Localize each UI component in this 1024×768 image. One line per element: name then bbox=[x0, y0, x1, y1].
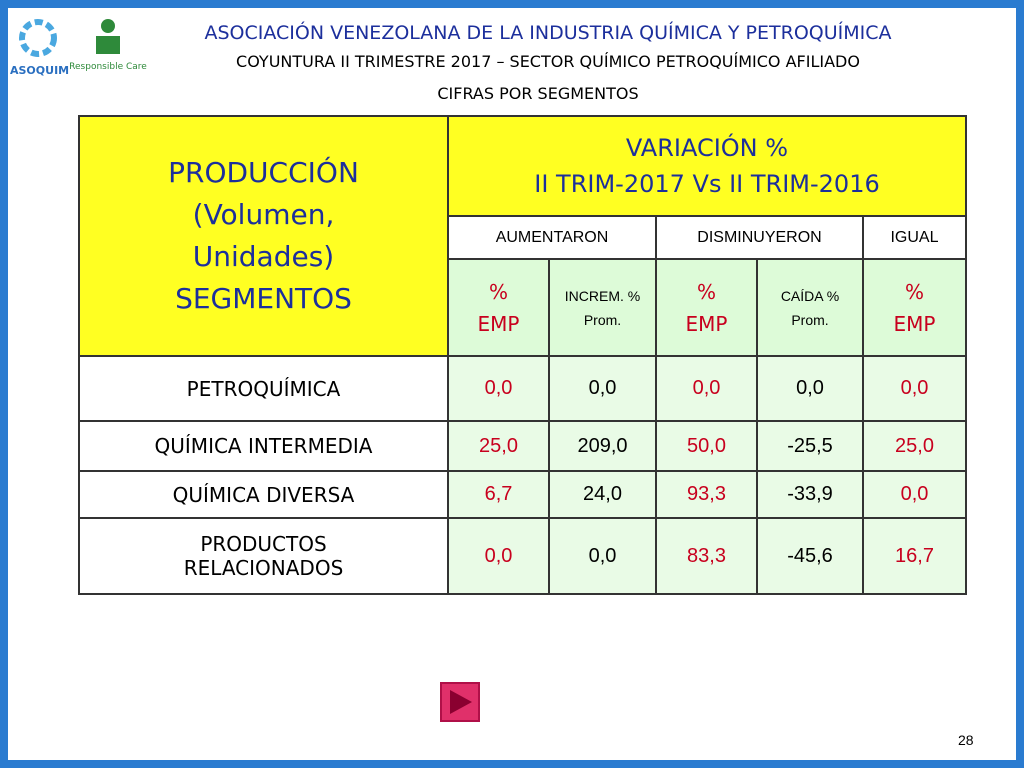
subheader: INCREM. % Prom. bbox=[548, 258, 657, 357]
value-cell: 93,3 bbox=[655, 470, 758, 519]
value-cell: 0,0 bbox=[548, 517, 657, 595]
corner-line: SEGMENTOS bbox=[175, 282, 352, 315]
value-cell: 0,0 bbox=[548, 355, 657, 422]
subheader-line: Prom. bbox=[583, 311, 622, 328]
corner-line: Unidades) bbox=[192, 240, 335, 273]
logo-text: ASOQUIM bbox=[10, 64, 70, 77]
table-row: PRODUCTOS RELACIONADOS 0,0 0,0 83,3 -45,6 16,7 bbox=[78, 517, 967, 595]
subheader-line: % bbox=[696, 279, 716, 304]
subheader: % EMP bbox=[862, 258, 967, 357]
corner-line: PRODUCCIÓN bbox=[168, 156, 359, 189]
segment-name: PETROQUÍMICA bbox=[78, 355, 449, 422]
corner-header: PRODUCCIÓN (Volumen, Unidades) SEGMENTOS bbox=[78, 115, 449, 357]
value-cell: 25,0 bbox=[447, 420, 550, 472]
subheader-line: % bbox=[904, 279, 924, 304]
subheader-line: EMP bbox=[477, 311, 520, 336]
variation-line: II TRIM-2017 Vs II TRIM-2016 bbox=[534, 170, 880, 198]
value-cell: 0,0 bbox=[655, 355, 758, 422]
subheader-line: INCREM. % bbox=[564, 287, 641, 304]
table-body: PRODUCCIÓN (Volumen, Unidades) SEGMENTOS… bbox=[78, 115, 967, 595]
value-cell: 25,0 bbox=[862, 420, 967, 472]
variation-line: VARIACIÓN % bbox=[625, 134, 789, 162]
subheader-line: EMP bbox=[893, 311, 936, 336]
subheader-line: Prom. bbox=[791, 311, 829, 328]
name-line: PRODUCTOS bbox=[200, 532, 327, 556]
subheader-row: % EMP INCREM. % Prom.% EMP CAÍDA % Prom.% EMP bbox=[79, 258, 967, 357]
title: ASOCIACIÓN VENEZOLANA DE LA INDUSTRIA QU… bbox=[204, 22, 892, 44]
segment-name: QUÍMICA INTERMEDIA bbox=[78, 420, 449, 472]
subheader-line: EMP bbox=[685, 311, 728, 336]
value-cell: 0,0 bbox=[447, 517, 550, 595]
subheader: % EMP bbox=[447, 258, 550, 357]
corner-line: (Volumen, bbox=[192, 198, 335, 231]
subheader-line: % bbox=[488, 279, 508, 304]
page-number: 28 bbox=[958, 732, 974, 748]
logo-text: Responsible Care bbox=[69, 62, 147, 72]
value-cell: 0,0 bbox=[862, 355, 967, 422]
value-cell: 24,0 bbox=[548, 470, 657, 519]
group-header: AUMENTARON bbox=[447, 215, 657, 260]
logo-rc: Responsible Care bbox=[68, 16, 148, 74]
subheader: % EMP bbox=[655, 258, 758, 357]
value-cell: 83,3 bbox=[655, 517, 758, 595]
value-cell: 50,0 bbox=[655, 420, 758, 472]
subtitle: COYUNTURA II TRIMESTRE 2017 – SECTOR QUÍ… bbox=[236, 52, 860, 71]
value-cell: 209,0 bbox=[548, 420, 657, 472]
value-cell: -25,5 bbox=[756, 420, 864, 472]
logo-asoquim: ASOQUIM bbox=[10, 16, 70, 77]
value-cell: -33,9 bbox=[756, 470, 864, 519]
value-cell: 6,7 bbox=[447, 470, 550, 519]
table-row: QUÍMICA DIVERSA 6,7 24,0 93,3 -33,9 0,0 bbox=[78, 470, 967, 519]
value-cell: 0,0 bbox=[862, 470, 967, 519]
value-cell: -45,6 bbox=[756, 517, 864, 595]
name-line: RELACIONADOS bbox=[183, 556, 344, 580]
value-cell: 16,7 bbox=[862, 517, 967, 595]
value-cell: 0,0 bbox=[756, 355, 864, 422]
subheader: CAÍDA % Prom. bbox=[756, 258, 864, 357]
table-row: QUÍMICA INTERMEDIA 25,0 209,0 50,0 -25,5 25,0 bbox=[78, 420, 967, 472]
variation-header: VARIACIÓN % II TRIM-2017 Vs II TRIM-2016 bbox=[447, 115, 967, 217]
segment-name: QUÍMICA DIVERSA bbox=[78, 470, 449, 519]
subheader-line: CAÍDA % bbox=[780, 287, 840, 304]
value-cell: 0,0 bbox=[447, 355, 550, 422]
group-header: IGUAL bbox=[862, 215, 967, 260]
next-button[interactable] bbox=[440, 682, 480, 722]
table-row: PETROQUÍMICA 0,0 0,0 0,0 0,0 0,0 bbox=[78, 355, 967, 422]
group-header: DISMINUYERON bbox=[655, 215, 864, 260]
segment-name: PRODUCTOS RELACIONADOS bbox=[78, 517, 449, 595]
data-table: PRODUCCIÓN (Volumen, Unidades) SEGMENTOS… bbox=[78, 115, 967, 595]
section: CIFRAS POR SEGMENTOS bbox=[437, 84, 639, 103]
